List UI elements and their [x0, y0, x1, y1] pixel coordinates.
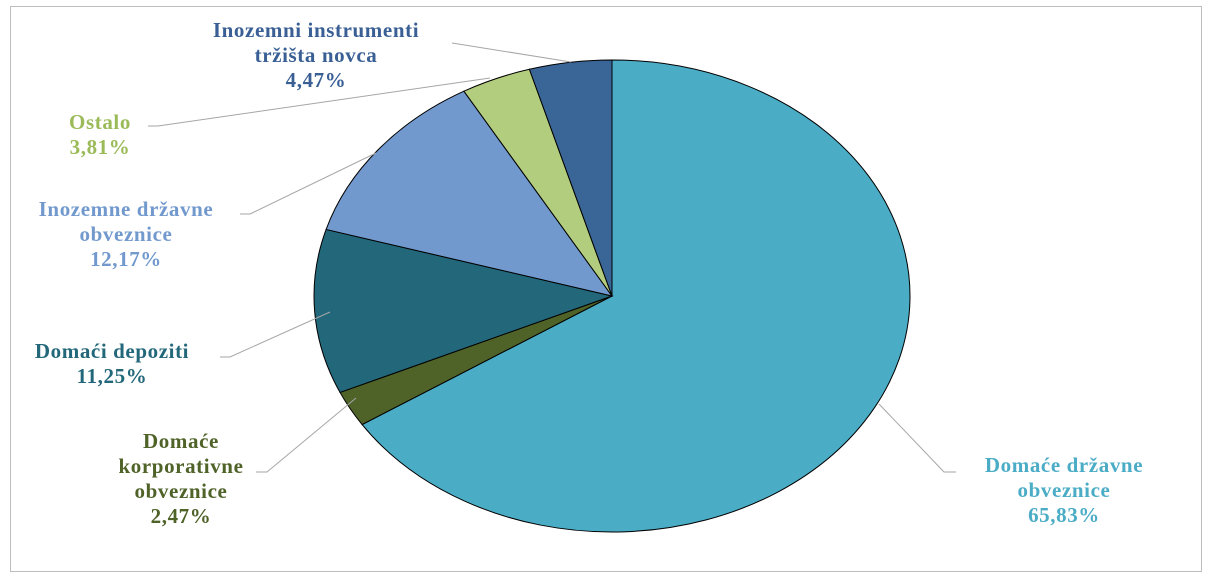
leader-line-3	[220, 311, 331, 358]
slice-value-label: 12,17%	[90, 247, 162, 271]
slice-name-line: tržišta novca	[255, 43, 378, 67]
slice-value-label: 3,81%	[70, 135, 131, 159]
slice-name-line: Ostalo	[69, 110, 131, 134]
slice-value-label: 11,25%	[77, 364, 148, 388]
leader-line-4	[240, 152, 377, 215]
slice-name-line: obveznice	[1018, 478, 1111, 502]
slice-name-line: Domaće državne	[985, 453, 1143, 477]
slice-label-4: Inozemne državne obveznice 12,17%	[39, 197, 214, 271]
slice-label-1: Domaće državne obveznice 65,83%	[985, 453, 1143, 527]
slice-name-line: Inozemni instrumenti	[213, 18, 419, 42]
slice-name-line: obveznice	[80, 222, 173, 246]
slice-value-label: 4,47%	[286, 68, 347, 92]
slice-label-3: Domaći depoziti 11,25%	[35, 339, 189, 388]
leader-line-2	[256, 397, 357, 473]
pie-slice-3	[313, 228, 614, 394]
leader-lines	[148, 42, 956, 473]
slice-labels: Domaće državne obveznice 65,83%Domaće korpo…	[35, 18, 1143, 528]
pie-slice-4	[325, 90, 614, 297]
slice-name-line: Domaći depoziti	[35, 339, 189, 363]
leader-line-1	[878, 403, 956, 473]
leader-line-6	[451, 42, 572, 63]
slice-name-line: Domaće	[143, 429, 219, 453]
slice-label-2: Domaće korporativne obveznice 2,47%	[118, 429, 243, 528]
slice-value-label: 65,83%	[1028, 503, 1100, 527]
slice-label-5: Ostalo 3,81%	[69, 110, 131, 159]
pie-slices	[313, 59, 911, 533]
pie-slice-1	[361, 59, 911, 533]
slice-name-line: korporativne	[118, 454, 243, 478]
slice-value-label: 2,47%	[151, 504, 212, 528]
leader-line-5	[148, 77, 491, 127]
slice-name-line: Inozemne državne	[39, 197, 214, 221]
slice-name-line: obveznice	[135, 479, 228, 503]
slice-label-6: Inozemni instrumenti tržišta novca 4,47%	[213, 18, 419, 92]
